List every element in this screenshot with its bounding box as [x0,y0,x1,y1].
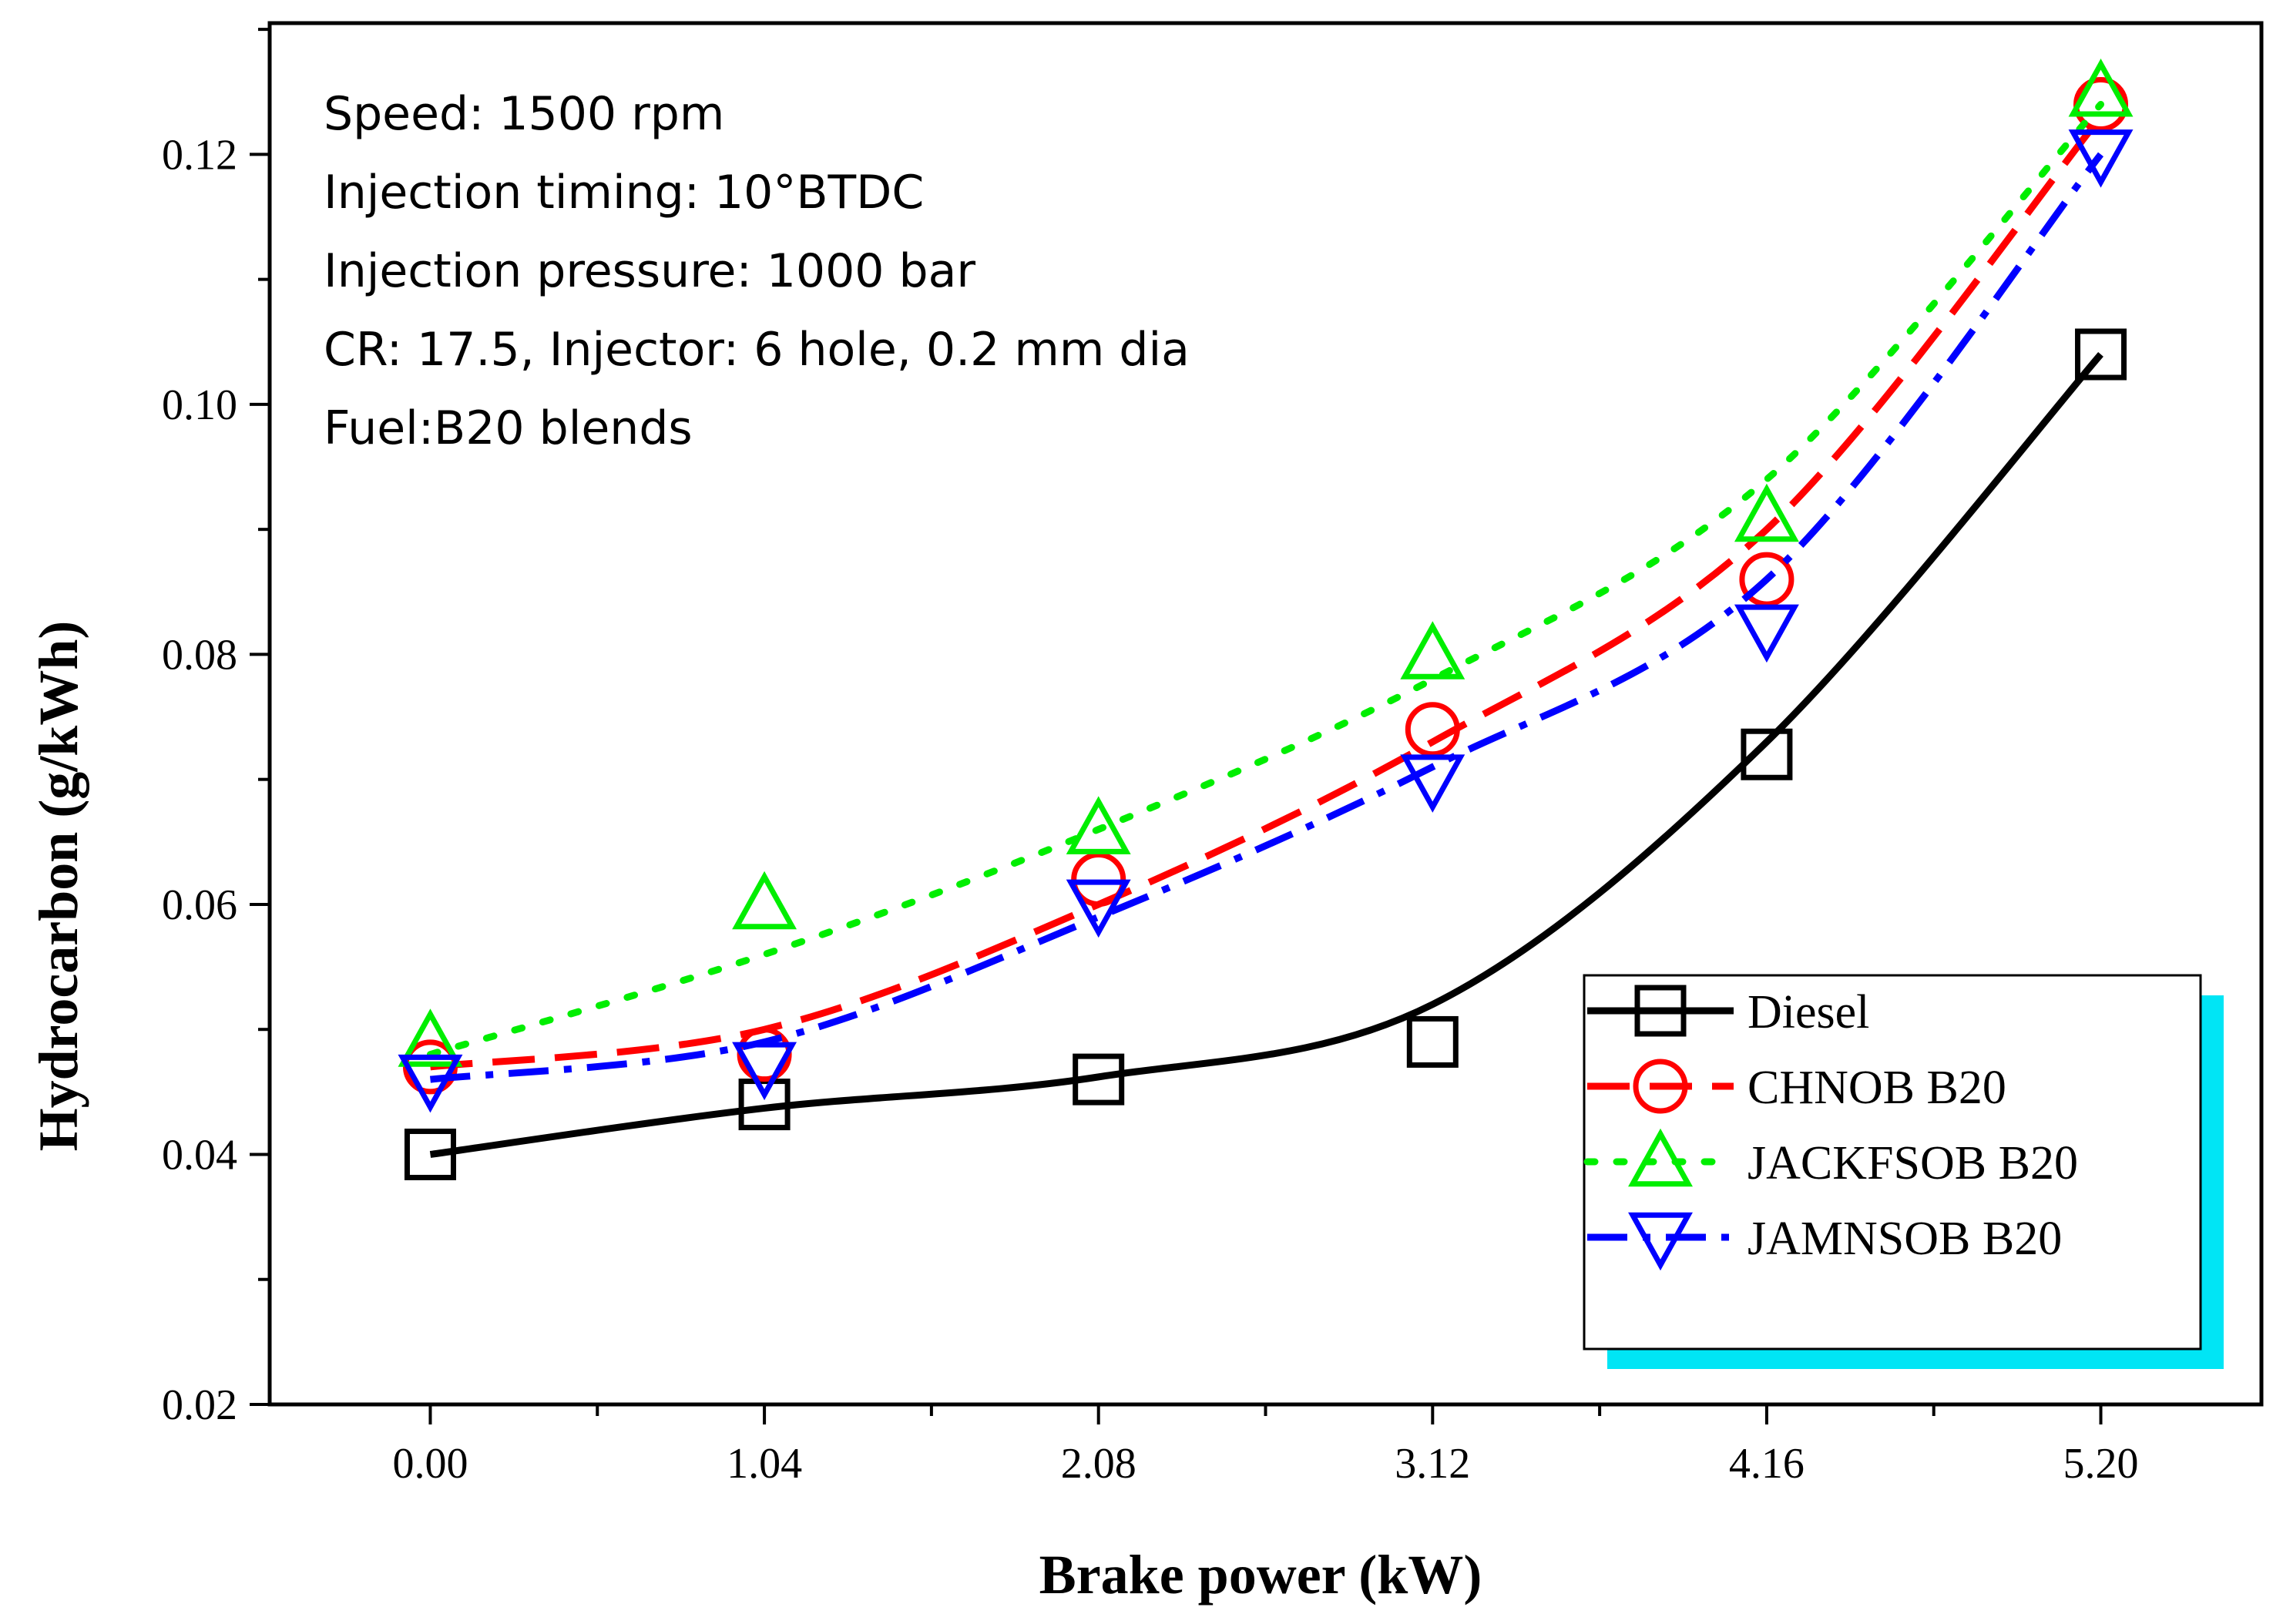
legend-label: JACKFSOB B20 [1748,1137,2078,1189]
annotation-speed: Speed: 1500 rpm [324,87,724,141]
data-point [1739,552,1795,607]
annotation-cr-injector: CR: 17.5, Injector: 6 hole, 0.2 mm dia [324,323,1190,377]
data-point [1066,879,1131,938]
data-point [1071,851,1126,907]
y-tick-label: 0.04 [162,1131,237,1179]
x-tick-label: 4.16 [1729,1440,1805,1488]
axis-layer: 0.00 1.04 2.08 3.12 4.16 5.20 0.02 0.04 0.06 0.08… [162,21,2264,1488]
data-point [398,1008,463,1067]
annotation-injection-timing: Injection timing: 10°BTDC [324,166,924,220]
data-point [1400,621,1465,679]
data-point [1400,754,1465,813]
series-jackfsob-b20 [398,59,2134,1067]
data-point [398,1054,463,1113]
x-tick-label: 0.00 [392,1440,468,1488]
data-point [1406,1015,1459,1068]
legend-label: Diesel [1748,986,1869,1038]
legend-entry: Diesel [1587,985,1869,1038]
data-point [1073,1053,1125,1106]
legend: Diesel CHNOB B20 JACKFSOB B20 JAMNSOB B20 [1583,974,2224,1369]
data-point [1066,796,1131,854]
y-tick-label: 0.06 [162,881,237,929]
annotation-block: Speed: 1500 rpm Injection timing: 10°BTD… [324,87,1190,455]
legend-marker [1633,1059,1688,1114]
data-point [1734,604,1799,663]
data-point [732,871,797,930]
series-diesel [404,328,2127,1180]
data-point [2068,129,2134,188]
legend-entry: JACKFSOB B20 [1583,1128,2078,1189]
series-jamnsob-b20 [398,129,2134,1113]
legend-marker [1634,985,1687,1037]
legend-entry: CHNOB B20 [1587,1059,2006,1114]
series-chnob-b20 [402,76,2129,1095]
data-point [732,1042,797,1101]
series-line [429,114,2104,1071]
annotation-injection-pressure: Injection pressure: 1000 bar [324,244,975,298]
legend-label: JAMNSOB B20 [1748,1213,2062,1265]
data-point [1405,702,1460,757]
legend-entry: JAMNSOB B20 [1587,1212,2062,1271]
data-point [1741,728,1793,780]
legend-box [1583,974,2202,1351]
series-line [426,100,2105,1059]
y-tick-label: 0.02 [162,1381,237,1429]
data-point [737,1027,792,1082]
y-axis-title: Hydrocarbon (g/kWh) [28,621,89,1152]
y-tick-label: 0.12 [162,131,237,179]
legend-marker [1628,1212,1693,1271]
x-tick-label: 1.04 [727,1440,802,1488]
y-tick-label: 0.08 [162,631,237,679]
y-tick-label: 0.10 [162,381,237,429]
data-point [2075,328,2127,381]
x-tick-label: 2.08 [1061,1440,1136,1488]
x-tick-label: 3.12 [1395,1440,1470,1488]
data-point [404,1128,456,1180]
legend-marker [1628,1128,1693,1187]
data-point [2068,59,2134,117]
annotation-fuel: Fuel:B20 blends [324,401,693,455]
x-axis-title: Brake power (kW) [1039,1544,1482,1606]
data-point [1734,483,1799,542]
legend-label: CHNOB B20 [1748,1062,2006,1114]
x-tick-label: 5.20 [2063,1440,2139,1488]
series-layer [398,59,2134,1180]
legend-entries: Diesel CHNOB B20 JACKFSOB B20 JAMNSOB B20 [1583,985,2078,1271]
